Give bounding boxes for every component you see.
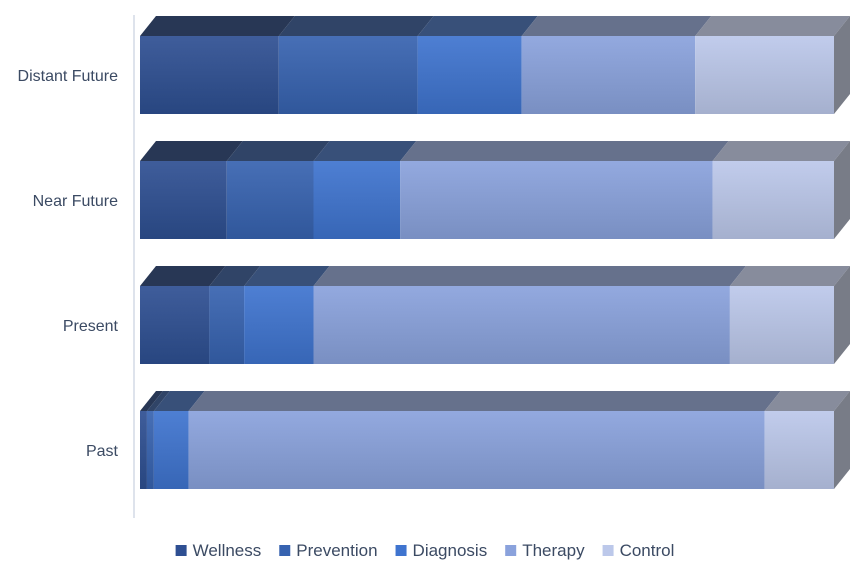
legend-swatch [602,545,614,556]
bar-top-face [729,266,850,286]
legend-label: Wellness [193,541,262,560]
category-label: Past [86,443,119,460]
bar-front-face [695,36,834,114]
bar-top-face [313,266,746,286]
legend-item-prevention: Prevention [279,541,378,560]
bar-front-face [153,411,189,489]
bar-segment-therapy [313,266,746,364]
legend-label: Prevention [296,541,377,560]
bar-segment-prevention [278,16,434,114]
legend: Wellness Prevention Diagnosis Therapy Contro… [175,541,675,560]
bar-front-face [417,36,522,114]
category-label: Near Future [33,193,118,210]
legend-item-diagnosis: Diagnosis [395,541,488,560]
bar-top-face [140,391,163,411]
bar-row [140,16,850,114]
bar-top-face [417,16,538,36]
bar-segment-control [695,16,850,114]
legend-label: Control [620,541,675,560]
bar-top-face [313,141,417,161]
bar-front-face [400,161,713,239]
legend-label: Diagnosis [413,541,488,560]
bar-segment-diagnosis [417,16,538,114]
bar-front-face [521,36,696,114]
bar-front-face [209,286,245,364]
bars-layer [140,16,850,489]
bar-segment-therapy [521,16,712,114]
bar-side-face [834,16,850,114]
bar-segment-diagnosis [153,391,205,489]
bar-row [140,391,850,489]
bar-side-face [834,391,850,489]
bar-front-face [188,411,765,489]
bar-front-face [140,161,227,239]
bar-segment-prevention [146,391,170,489]
bar-row [140,266,850,364]
bar-top-face [140,266,226,286]
bar-front-face [140,411,147,489]
bar-side-face [834,141,850,239]
bar-top-face [278,16,434,36]
legend-label: Therapy [522,541,585,560]
bar-front-face [313,286,730,364]
bar-top-face [140,141,243,161]
bar-side-face [834,266,850,364]
legend-item-wellness: Wellness [175,541,262,560]
bar-front-face [278,36,418,114]
bar-top-face [764,391,850,411]
category-label: Distant Future [18,68,119,85]
bar-row [140,141,850,239]
bar-segment-wellness [140,391,163,489]
bar-front-face [140,36,279,114]
bar-top-face [244,266,330,286]
legend-swatch [279,545,291,556]
bar-segment-diagnosis [313,141,417,239]
bar-segment-therapy [400,141,729,239]
legend-swatch [395,545,407,556]
bar-segment-diagnosis [244,266,330,364]
legend-item-control: Control [602,541,675,560]
bar-segment-control [729,266,850,364]
bar-segment-therapy [188,391,781,489]
bar-front-face [244,286,314,364]
bar-top-face [521,16,712,36]
bar-segment-wellness [140,16,295,114]
bar-segment-prevention [226,141,330,239]
bar-top-face [188,391,781,411]
bar-front-face [226,161,314,239]
bar-top-face [146,391,170,411]
legend-item-therapy: Therapy [505,541,585,560]
category-labels: Distant Future Near Future Present Past [18,68,119,460]
legend-swatch [505,545,517,556]
bar-segment-control [712,141,850,239]
bar-top-face [226,141,330,161]
bar-front-face [140,286,210,364]
bar-segment-prevention [209,266,261,364]
bar-front-face [313,161,401,239]
bar-top-face [153,391,205,411]
bar-top-face [695,16,850,36]
bar-top-face [400,141,729,161]
bar-segment-wellness [140,266,226,364]
bar-segment-control [764,391,850,489]
bar-front-face [764,411,834,489]
bar-front-face [729,286,834,364]
bar-segment-wellness [140,141,243,239]
bar-front-face [712,161,834,239]
bar-front-face [146,411,154,489]
category-label: Present [63,318,119,335]
bar-top-face [712,141,850,161]
bar-top-face [140,16,295,36]
bar-top-face [209,266,261,286]
legend-swatch [175,545,187,556]
